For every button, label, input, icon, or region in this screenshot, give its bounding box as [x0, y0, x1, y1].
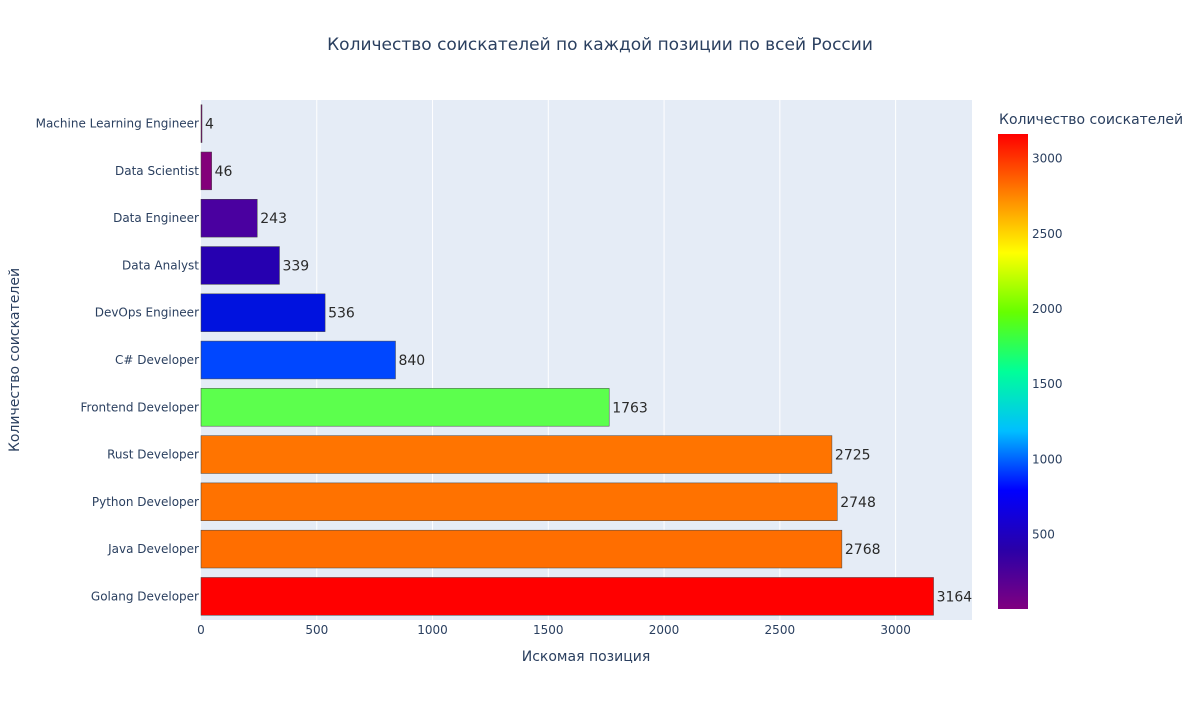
bar-java-developer — [200, 529, 843, 569]
x-tick-label: 500 — [305, 623, 328, 637]
colorbar-ticks: 500 1000 1500 2000 2500 3000 — [1032, 152, 1063, 542]
x-axis-label: Искомая позиция — [522, 649, 651, 665]
y-tick-label: Golang Developer — [91, 589, 199, 603]
chart-title: Количество соискателей по каждой позиции… — [327, 35, 873, 55]
bar-value-label: 243 — [260, 211, 287, 227]
bar-value-label: 1763 — [612, 400, 648, 416]
x-tick-label: 1000 — [417, 623, 448, 637]
colorbar-tick-label: 2000 — [1032, 302, 1063, 316]
colorbar-tick-label: 500 — [1032, 527, 1055, 541]
bar-golang-developer — [200, 577, 934, 616]
bar-frontend-developer — [200, 388, 610, 427]
bar-value-label: 2768 — [845, 542, 881, 558]
colorbar-title: Количество соискателей — [999, 112, 1183, 128]
bar-data-engineer — [200, 199, 258, 238]
bar-rust-developer — [200, 435, 833, 474]
colorbar-tick-label: 2500 — [1032, 227, 1063, 241]
y-tick-label: Rust Developer — [107, 448, 199, 462]
bar-value-label: 840 — [398, 353, 425, 369]
bar-value-labels: 4 46 243 339 536 840 1763 2725 2748 2768 3164 — [205, 117, 972, 606]
colorbar-tick-label: 3000 — [1032, 152, 1063, 166]
bar-data-analyst — [200, 246, 280, 285]
bar-data-scientist — [200, 151, 212, 191]
x-tick-label: 1500 — [533, 623, 564, 637]
x-tick-label: 2500 — [765, 623, 796, 637]
y-axis-label: Количество соискателей — [7, 268, 23, 452]
colorbar-tick-label: 1500 — [1032, 377, 1063, 391]
colorbar-tick-label: 1000 — [1032, 452, 1063, 466]
colorbar — [998, 134, 1028, 609]
bar-value-label: 3164 — [937, 589, 973, 605]
grid-lines — [316, 100, 897, 620]
y-tick-label: Python Developer — [92, 495, 199, 509]
bar-value-label: 339 — [282, 258, 309, 274]
y-tick-label: Frontend Developer — [81, 400, 200, 414]
bar-c-developer — [200, 340, 396, 380]
bar-value-label: 2748 — [840, 495, 876, 511]
bar-value-label: 4 — [205, 117, 214, 133]
y-tick-label: DevOps Engineer — [95, 306, 199, 320]
x-tick-label: 0 — [197, 623, 205, 637]
y-tick-label: Machine Learning Engineer — [36, 117, 199, 131]
x-tick-label: 3000 — [880, 623, 911, 637]
x-tick-label: 2000 — [649, 623, 680, 637]
x-axis-ticks: 0 500 1000 1500 2000 2500 3000 — [197, 623, 911, 637]
y-tick-label: C# Developer — [115, 353, 199, 367]
y-tick-label: Data Analyst — [122, 258, 199, 272]
y-axis-ticks: Machine Learning Engineer Data Scientist D… — [36, 117, 200, 604]
bar-devops-engineer — [200, 293, 326, 332]
bar-value-label: 46 — [215, 164, 233, 180]
bar-machine-learning-engineer — [200, 104, 203, 143]
bar-value-label: 536 — [328, 306, 355, 322]
bar-value-label: 2725 — [835, 448, 871, 464]
y-tick-label: Data Engineer — [113, 211, 199, 225]
bar-python-developer — [200, 482, 838, 521]
y-tick-label: Data Scientist — [115, 164, 199, 178]
bars — [200, 104, 934, 616]
y-tick-label: Java Developer — [107, 542, 199, 556]
